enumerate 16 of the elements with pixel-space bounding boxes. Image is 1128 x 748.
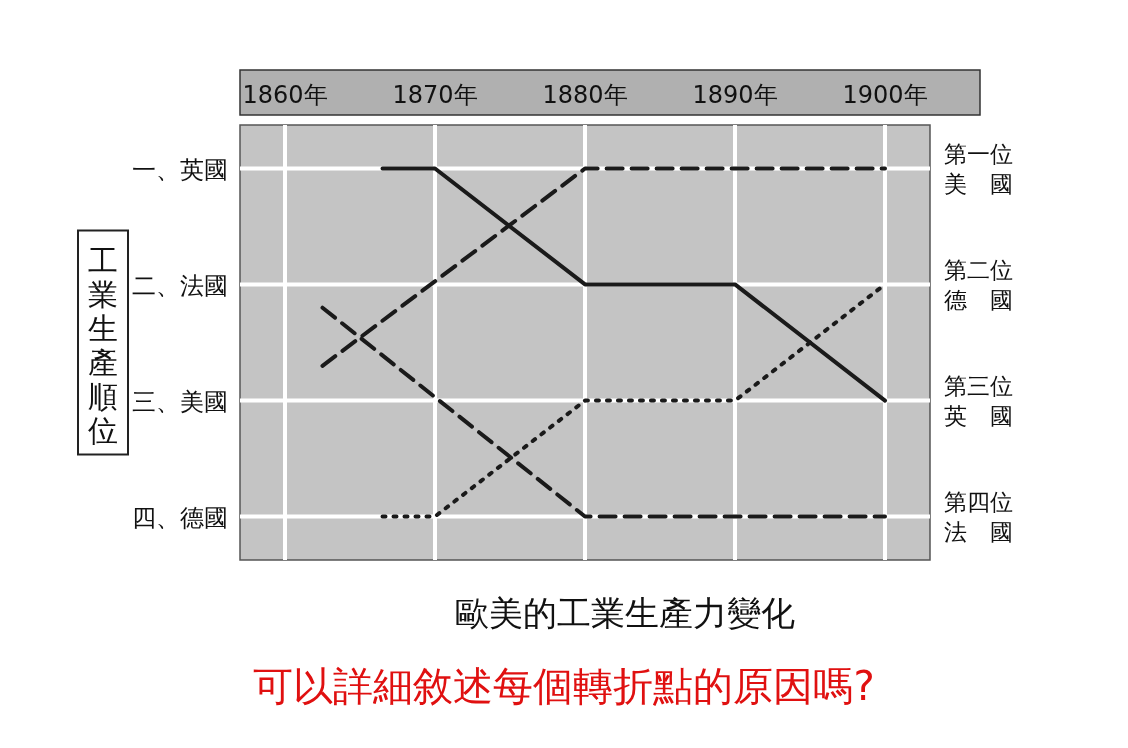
- category-label: 第二位德國: [944, 256, 1013, 313]
- x-tick-label: 1890年: [692, 81, 778, 109]
- x-tick-label: 1860年: [242, 81, 328, 109]
- category-label: 第四位法國: [944, 488, 1013, 545]
- category-label: 二、法國: [132, 271, 228, 300]
- x-tick-label: 1870年: [392, 81, 478, 109]
- category-label: 一、英國: [132, 155, 228, 184]
- category-label: 四、德國: [132, 503, 228, 532]
- text: 歐美的工業生產力變化: [455, 593, 795, 633]
- x-tick-label: 1880年: [542, 81, 628, 109]
- x-tick-label: 1900年: [842, 81, 928, 109]
- y-axis-title: 工業生產順位: [88, 242, 118, 448]
- category-label: 三、美國: [132, 387, 228, 416]
- category-label: 第一位美國: [944, 140, 1013, 197]
- text: 可以詳細敘述每個轉折點的原因嗎?: [253, 663, 875, 709]
- category-label: 第三位英國: [944, 372, 1013, 429]
